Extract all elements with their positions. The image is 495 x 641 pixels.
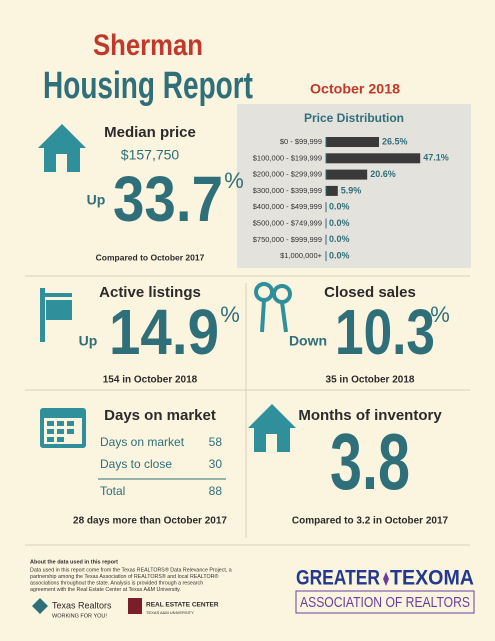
row-label: Days on market	[100, 435, 185, 449]
price-range: $200,000 - $299,999	[253, 170, 322, 179]
bar-value: 5.9%	[341, 185, 362, 195]
bar-value: 0.0%	[329, 250, 350, 260]
price-range: $400,000 - $499,999	[253, 202, 322, 211]
bar-value: 0.0%	[329, 218, 350, 228]
logo-texas-tagline: WORKING FOR YOU!	[52, 613, 107, 619]
footer-text: Data used in this report come from the T…	[30, 566, 232, 593]
logo-gtar-1: GREATER	[296, 567, 380, 590]
inventory-icon	[248, 404, 296, 452]
keys-icon	[254, 282, 292, 333]
logo-aggie	[128, 598, 142, 614]
logo-texas: Texas Realtors	[52, 600, 112, 610]
price-range: $500,000 - $749,999	[253, 218, 322, 227]
title: Sherman	[93, 29, 203, 62]
bar-value: 47.1%	[423, 153, 449, 163]
report-date: October 2018	[310, 81, 400, 97]
bar-value: 0.0%	[329, 202, 350, 212]
logo-center: REAL ESTATE CENTER	[146, 602, 219, 609]
footer-line: partnership among the Texas Association …	[30, 573, 218, 580]
inventory-value: 3.8	[330, 417, 410, 506]
logo-star	[32, 598, 48, 614]
bar-value: 20.6%	[370, 169, 396, 179]
logo-gtar-star	[383, 572, 389, 586]
bar	[326, 137, 379, 147]
median-direction: Up	[87, 192, 106, 208]
row-label: Total	[100, 484, 125, 498]
price-distribution: $0 - $99,999 26.5% $100,000 - $199,999 47.1…	[253, 136, 449, 262]
price-distribution-panel	[237, 104, 471, 268]
house-icon	[38, 124, 86, 172]
bar-value: 0.0%	[329, 234, 350, 244]
row-value: 88	[209, 484, 223, 498]
closed-unit: %	[430, 302, 450, 327]
active-unit: %	[220, 302, 240, 327]
active-change: 14.9	[109, 296, 219, 368]
days-note: 28 days more than October 2017	[73, 516, 227, 527]
active-note: 154 in October 2018	[103, 375, 198, 386]
median-comparison: Compared to October 2017	[96, 252, 205, 262]
closed-note: 35 in October 2018	[326, 375, 415, 386]
median-unit: %	[224, 168, 244, 193]
row-value: 30	[209, 457, 223, 471]
price-range: $0 - $99,999	[280, 137, 322, 146]
footer-line: Data used in this report come from the T…	[30, 566, 232, 573]
footer-heading: About the data used in this report	[30, 559, 118, 565]
closed-direction: Down	[289, 333, 327, 349]
row-label: Days to close	[100, 457, 172, 471]
price-distribution-title: Price Distribution	[304, 111, 404, 125]
active-direction: Up	[79, 333, 98, 349]
price-range: $300,000 - $399,999	[253, 186, 322, 195]
bar	[326, 185, 338, 196]
bar	[326, 153, 421, 164]
median-price-label: Median price	[104, 124, 196, 141]
footer-line: agreement with the Real Estate Center at…	[30, 587, 181, 593]
median-change: 33.7	[113, 163, 223, 235]
bar-value: 26.5%	[382, 136, 408, 146]
active-listings-label: Active listings	[99, 284, 201, 301]
closed-sales-label: Closed sales	[324, 284, 416, 301]
logo-gtar-2: TEXOMA	[390, 567, 474, 590]
median-price-value: $157,750	[121, 147, 180, 163]
inventory-note: Compared to 3.2 in October 2017	[292, 516, 449, 527]
footer-line: associations throughout the state. Analy…	[30, 580, 203, 586]
logo-gtar-3: ASSOCIATION OF REALTORS	[300, 594, 470, 611]
logo-center-sub: TEXAS A&M UNIVERSITY	[146, 610, 194, 615]
sign-icon	[40, 288, 72, 342]
calendar-icon	[40, 408, 86, 448]
price-range: $100,000 - $199,999	[253, 153, 322, 162]
price-range: $1,000,000+	[280, 251, 323, 260]
logo-gtar-box	[295, 590, 475, 614]
subtitle: Housing Report	[43, 65, 253, 107]
row-value: 58	[209, 435, 223, 449]
inventory-label: Months of inventory	[298, 407, 442, 424]
days-table: Days on market 58 Days to close 30 Total 88	[100, 435, 222, 498]
price-range: $750,000 - $999,999	[253, 235, 322, 244]
days-label: Days on market	[104, 407, 216, 424]
bar	[326, 169, 368, 180]
closed-change: 10.3	[335, 296, 435, 368]
